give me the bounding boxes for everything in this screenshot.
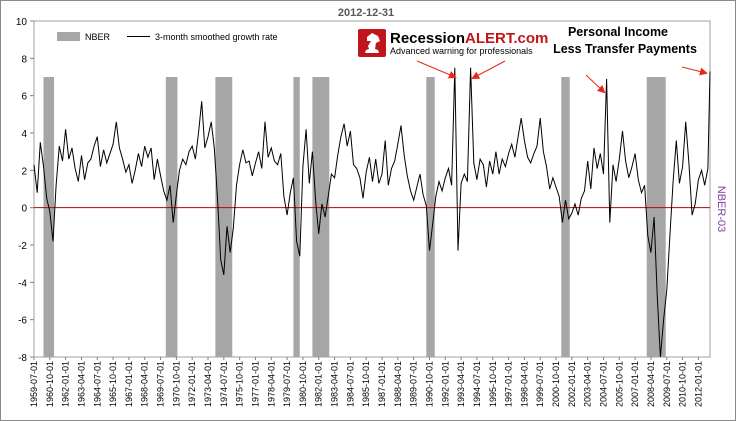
recession-band: [43, 77, 55, 357]
x-tick-label: 1968-04-01: [140, 361, 150, 407]
x-tick-label: 1988-04-01: [393, 361, 403, 407]
y-tick-label: 4: [21, 129, 27, 140]
annotation-line-2: Less Transfer Payments: [553, 42, 697, 56]
arrow-2012: [681, 66, 708, 76]
annotation-arrows: [416, 60, 708, 94]
x-tick-label: 1998-04-01: [519, 361, 529, 407]
x-tick-label: 1970-10-01: [171, 361, 181, 407]
legend-label-nber: NBER: [85, 32, 111, 42]
x-tick-label: 2005-10-01: [614, 361, 624, 407]
recession-bands: [43, 77, 666, 357]
x-tick-label: 1960-10-01: [45, 361, 55, 407]
y-tick-label: -4: [18, 278, 27, 289]
series-line: [33, 67, 711, 358]
y-tick-label: -6: [18, 316, 27, 327]
right-axis-label: NBER-03: [715, 186, 727, 232]
x-tick-label: 1977-01-01: [250, 361, 260, 407]
recession-band: [293, 77, 300, 357]
brand-tagline: Advanced warning for professionals: [390, 46, 533, 56]
x-tick-label: 1980-10-01: [298, 361, 308, 407]
x-tick-label: 2009-07-01: [662, 361, 672, 407]
x-tick-label: 2007-01-01: [630, 361, 640, 407]
x-tick-label: 2010-10-01: [678, 361, 688, 407]
x-axis: 1959-07-01 1960-10-01 1962-01-01 1963-04-01…: [29, 357, 703, 407]
x-tick-label: 1959-07-01: [29, 361, 39, 407]
x-tick-label: 2012-01-01: [693, 361, 703, 407]
y-tick-label: 10: [16, 17, 28, 28]
recession-band: [426, 77, 435, 357]
y-tick-label: 6: [21, 92, 27, 103]
y-axis: -8 -6 -4 -2 0 2 4 6 8 10: [16, 17, 34, 364]
recession-band: [561, 77, 570, 357]
x-tick-label: 1965-10-01: [108, 361, 118, 407]
legend-label-series: 3-month smoothed growth rate: [155, 32, 278, 42]
y-tick-label: 8: [21, 54, 27, 65]
x-tick-label: 1997-01-01: [504, 361, 514, 407]
legend-swatch-nber: [57, 32, 80, 41]
y-tick-label: -2: [18, 241, 27, 252]
x-tick-label: 1972-01-01: [187, 361, 197, 407]
x-tick-label: 1963-04-01: [76, 361, 86, 407]
x-tick-label: 1994-07-01: [472, 361, 482, 407]
recession-band: [215, 77, 233, 357]
x-tick-label: 1975-10-01: [235, 361, 245, 407]
brand-logo: RecessionALERT.com Advanced warning for …: [358, 29, 548, 57]
x-tick-label: 2002-01-01: [567, 361, 577, 407]
y-tick-label: 2: [21, 166, 27, 177]
recession-band: [165, 77, 178, 357]
x-tick-label: 1964-07-01: [92, 361, 102, 407]
x-tick-label: 1978-04-01: [266, 361, 276, 407]
brand-name: RecessionALERT.com: [390, 30, 548, 47]
x-tick-label: 2008-04-01: [646, 361, 656, 407]
series-layer: [33, 67, 711, 358]
x-tick-label: 1989-07-01: [409, 361, 419, 407]
brand-name-left: Recession: [390, 30, 465, 47]
x-tick-label: 2004-07-01: [598, 361, 608, 407]
x-tick-label: 1974-07-01: [219, 361, 229, 407]
x-tick-label: 1973-04-01: [203, 361, 213, 407]
x-tick-label: 1987-01-01: [377, 361, 387, 407]
knight-icon: [365, 33, 380, 53]
chart-title: 2012-12-31: [338, 7, 394, 19]
arrow-1992: [416, 60, 457, 79]
x-tick-label: 1995-10-01: [488, 361, 498, 407]
annotation-line-1: Personal Income: [568, 25, 668, 39]
arrow-2004: [585, 74, 606, 94]
x-tick-label: 1993-04-01: [456, 361, 466, 407]
x-tick-label: 1982-01-01: [314, 361, 324, 407]
x-tick-label: 2003-04-01: [583, 361, 593, 407]
plot-area: [33, 20, 711, 358]
x-tick-label: 1985-10-01: [361, 361, 371, 407]
x-tick-label: 1990-10-01: [424, 361, 434, 407]
brand-name-right: ALERT.com: [465, 30, 548, 47]
x-tick-label: 1962-01-01: [61, 361, 71, 407]
x-tick-label: 1983-04-01: [330, 361, 340, 407]
y-tick-label: -8: [18, 353, 27, 364]
x-tick-label: 1999-07-01: [535, 361, 545, 407]
recession-band: [646, 77, 666, 357]
x-tick-label: 2000-10-01: [551, 361, 561, 407]
legend: NBER 3-month smoothed growth rate: [57, 32, 278, 42]
arrow-1994: [471, 60, 506, 79]
x-tick-label: 1979-07-01: [282, 361, 292, 407]
x-tick-label: 1969-07-01: [156, 361, 166, 407]
y-tick-label: 0: [21, 204, 27, 215]
x-tick-label: 1992-01-01: [440, 361, 450, 407]
x-tick-label: 1984-07-01: [345, 361, 355, 407]
x-tick-label: 1967-01-01: [124, 361, 134, 407]
